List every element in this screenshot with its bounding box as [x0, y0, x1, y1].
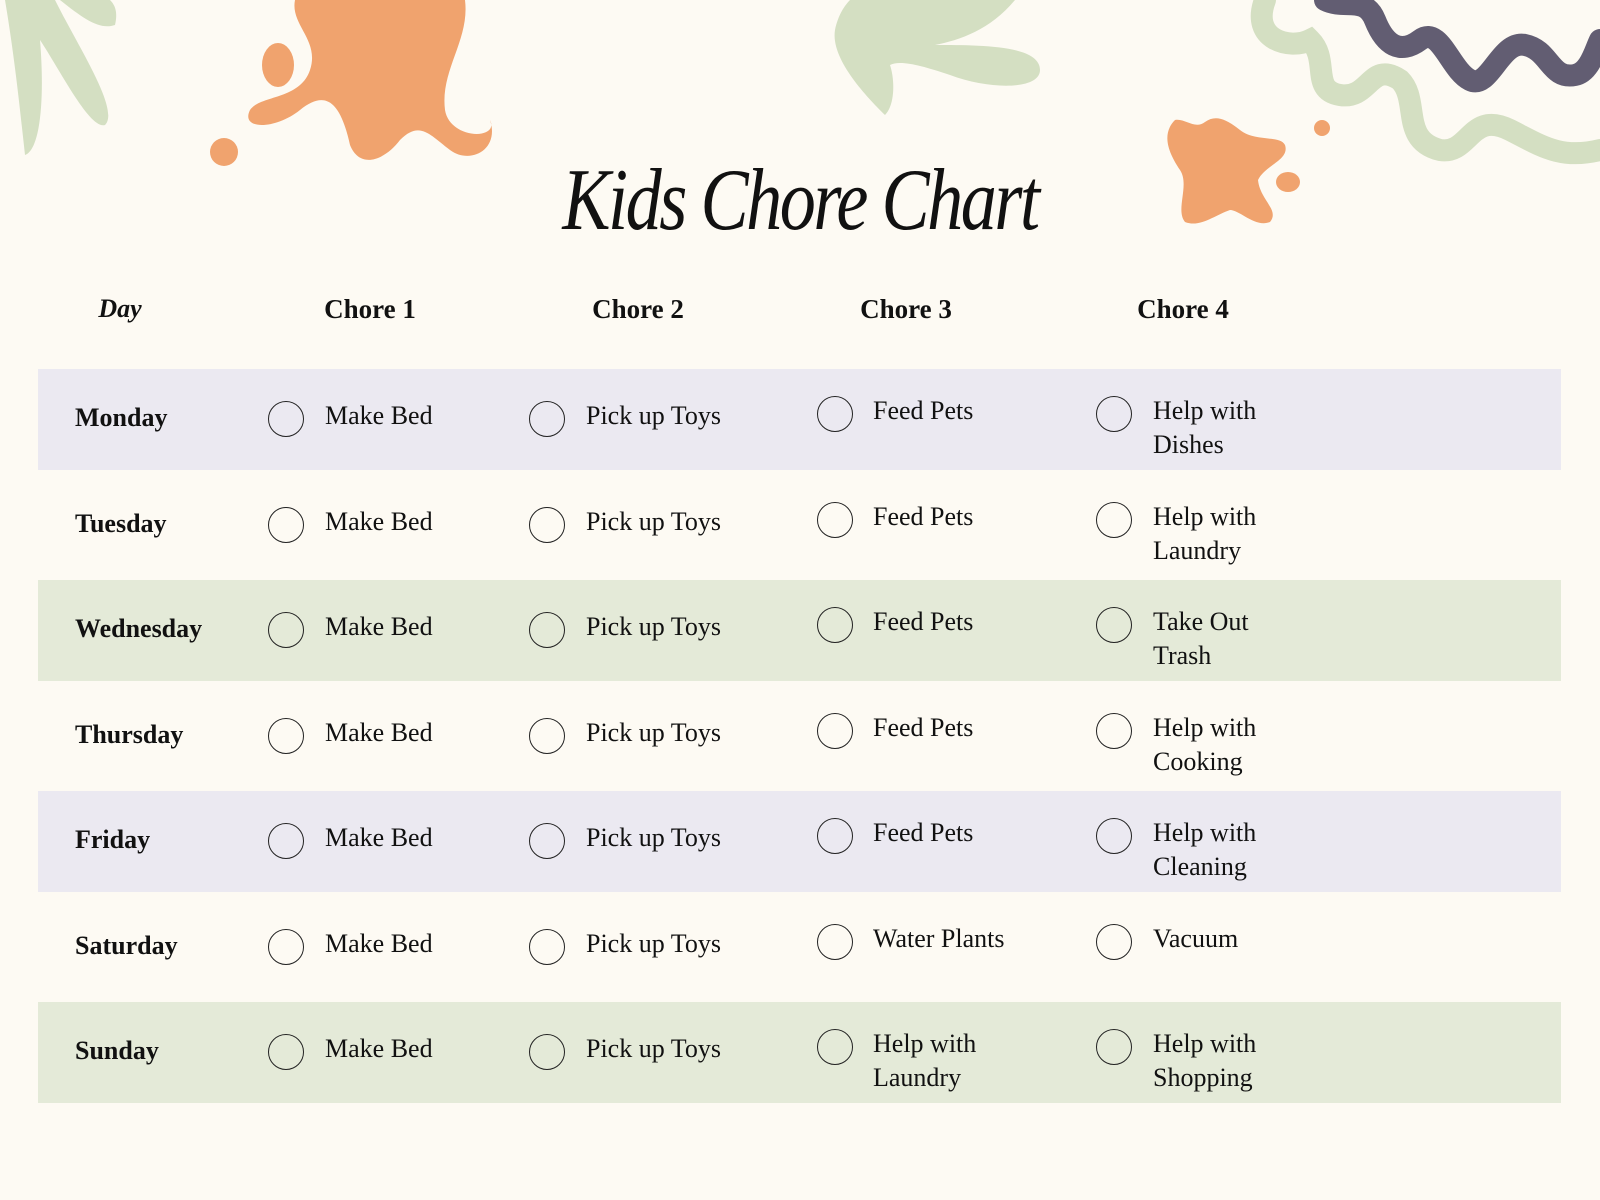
page-title: Kids Chore Chart	[562, 152, 1040, 249]
chore-checkbox-circle[interactable]	[817, 396, 853, 432]
chore-label: Make Bed	[325, 1034, 433, 1063]
leaf-shape-left	[5, 0, 117, 155]
chore-checkbox-circle[interactable]	[529, 506, 565, 543]
chore-label: Make Bed	[325, 823, 433, 852]
chore-label: Vacuum	[1153, 923, 1239, 953]
row-band	[38, 1002, 1561, 1103]
chore-checkbox-circle[interactable]	[268, 823, 304, 859]
chore-label: Feed Pets	[873, 396, 974, 425]
day-label: Tuesday	[75, 508, 167, 538]
decorative-shapes	[5, 0, 1600, 224]
header-chore-4: Chore 4	[1137, 294, 1229, 324]
chore-label: Pick up Toys	[586, 823, 721, 852]
sage-wave	[1250, 0, 1600, 165]
chore-checkbox-circle[interactable]	[817, 712, 853, 749]
header-chore-1: Chore 1	[324, 294, 416, 324]
header-chore-3: Chore 3	[860, 294, 952, 324]
chore-label: Help with Dishes	[1153, 396, 1257, 459]
leaf-shape-center	[834, 0, 1040, 115]
chore-label: Make Bed	[325, 717, 433, 747]
orange-splat-right	[1167, 118, 1330, 224]
chore-checkbox-circle[interactable]	[1096, 923, 1132, 960]
chore-label: Help with Laundry	[873, 1029, 977, 1092]
chore-label: Feed Pets	[873, 501, 974, 531]
chore-checkbox-circle[interactable]	[529, 612, 565, 648]
chore-label: Make Bed	[325, 928, 433, 958]
chore-checkbox-circle[interactable]	[1096, 607, 1132, 643]
row-band	[38, 369, 1561, 470]
purple-wave	[1314, 0, 1600, 93]
chore-checkbox-circle[interactable]	[268, 506, 304, 543]
chore-label: Pick up Toys	[586, 506, 721, 536]
chore-checkbox-circle[interactable]	[817, 818, 853, 854]
chore-label: Feed Pets	[873, 607, 974, 636]
chore-checkbox-circle[interactable]	[268, 401, 304, 437]
chore-checkbox-circle[interactable]	[268, 1034, 304, 1070]
chore-checkbox-circle[interactable]	[529, 1034, 565, 1070]
chore-label: Feed Pets	[873, 712, 974, 742]
chore-checkbox-circle[interactable]	[817, 501, 853, 538]
chore-label: Pick up Toys	[586, 1034, 721, 1063]
day-label: Saturday	[75, 930, 178, 960]
chore-checkbox-circle[interactable]	[1096, 818, 1132, 854]
row-band	[38, 580, 1561, 681]
row-band	[38, 791, 1561, 892]
chore-checkbox-circle[interactable]	[1096, 1029, 1132, 1065]
chore-checkbox-circle[interactable]	[268, 612, 304, 648]
chore-label: Help with Cleaning	[1153, 818, 1257, 881]
day-label: Monday	[75, 403, 168, 432]
chore-label: Make Bed	[325, 401, 433, 430]
day-label: Thursday	[75, 719, 184, 749]
chore-checkbox-circle[interactable]	[1096, 501, 1132, 538]
orange-splat-left	[210, 0, 492, 166]
chore-checkbox-circle[interactable]	[817, 607, 853, 643]
chore-label: Make Bed	[325, 612, 433, 641]
day-label: Wednesday	[75, 614, 203, 643]
chore-checkbox-circle[interactable]	[529, 401, 565, 437]
day-label: Sunday	[75, 1036, 159, 1065]
chore-label: Help with Laundry	[1153, 501, 1257, 565]
chore-checkbox-circle[interactable]	[268, 928, 304, 965]
chore-checkbox-circle[interactable]	[268, 717, 304, 754]
chore-checkbox-circle[interactable]	[1096, 396, 1132, 432]
chore-label: Take Out Trash	[1153, 607, 1249, 670]
chore-checkbox-circle[interactable]	[817, 923, 853, 960]
chore-label: Pick up Toys	[586, 612, 721, 641]
chore-label: Pick up Toys	[586, 928, 721, 958]
chore-checkbox-circle[interactable]	[529, 717, 565, 754]
chore-label: Feed Pets	[873, 818, 974, 847]
chore-checkbox-circle[interactable]	[1096, 712, 1132, 749]
chore-checkbox-circle[interactable]	[529, 823, 565, 859]
chore-checkbox-circle[interactable]	[529, 928, 565, 965]
header-day: Day	[98, 294, 142, 323]
chore-label: Pick up Toys	[586, 717, 721, 747]
chore-label: Pick up Toys	[586, 401, 721, 430]
chore-label: Help with Shopping	[1153, 1029, 1257, 1092]
chore-label: Water Plants	[873, 923, 1005, 953]
header-chore-2: Chore 2	[592, 294, 684, 324]
chore-checkbox-circle[interactable]	[817, 1029, 853, 1065]
day-label: Friday	[75, 825, 151, 854]
chore-label: Make Bed	[325, 506, 433, 536]
chore-label: Help with Cooking	[1153, 712, 1257, 776]
